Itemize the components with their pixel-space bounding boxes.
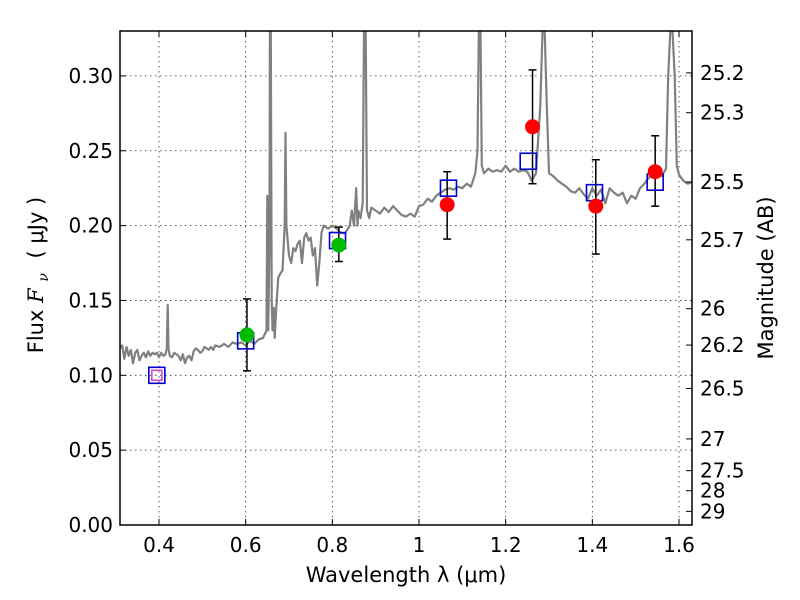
observed-point-marker [588,198,604,214]
y-tick-label: 0.30 [68,64,113,88]
y2-tick-label: 28 [700,479,725,503]
spectrum-layer [120,31,692,365]
y-axis-title-prefix: Flux [24,303,48,353]
tick-layer: 0.4 0.6 0.8 1 1.2 1.4 1.6 0.00 0.05 0.10 0.15 0.20 0… [68,31,745,557]
x-tick-label: 0.8 [316,533,348,557]
observed-point-marker [439,197,455,213]
model-square-marker [519,152,538,171]
y-tick-label: 0.15 [68,288,113,312]
y-axis-title-unit: ( μJy ) [24,197,48,259]
y-tick-label: 0.05 [68,438,113,462]
y2-tick-label: 25.7 [700,228,745,252]
y-tick-label: 0.00 [68,513,113,537]
grid-lines [120,31,692,526]
plot-frame [119,30,693,526]
y2-tick-label: 26.2 [700,333,745,357]
marker-layer [148,69,664,385]
x-tick-label: 0.6 [230,533,262,557]
observed-point-marker [151,369,163,382]
y-axis-title: Flux F ν ( μJy ) [24,197,53,354]
x-tick-label: 1 [413,533,426,557]
y2-axis-title: Magnitude (AB) [754,196,778,359]
y-axis-title-subscript: ν [36,273,52,282]
y-tick-label: 0.20 [68,214,113,238]
x-tick-label: 1.2 [490,533,522,557]
y2-tick-label: 25.2 [700,61,745,85]
y2-tick-label: 25.5 [700,170,745,194]
y2-tick-label: 25.3 [700,101,745,125]
x-tick-label: 0.4 [143,533,175,557]
spectrum-line [120,31,692,365]
y-tick-label: 0.10 [68,363,113,387]
y2-tick-label: 26 [700,297,725,321]
model-square-marker [148,366,166,385]
observed-point-marker [239,327,255,343]
y2-tick-label: 27 [700,427,725,451]
y2-tick-label: 26.5 [700,376,745,400]
x-tick-label: 1.6 [663,533,695,557]
y2-tick-label: 29 [700,499,725,523]
observed-point-marker [525,119,541,135]
x-tick-label: 1.4 [576,533,608,557]
y-axis-title-symbol: F [24,287,48,304]
x-axis-title: Wavelength λ (μm) [306,563,507,587]
y2-tick-label: 27.5 [700,459,745,483]
model-square-marker [439,179,458,197]
observed-point-marker [647,164,663,180]
y-tick-label: 0.25 [68,139,113,163]
observed-point-marker [331,237,347,253]
